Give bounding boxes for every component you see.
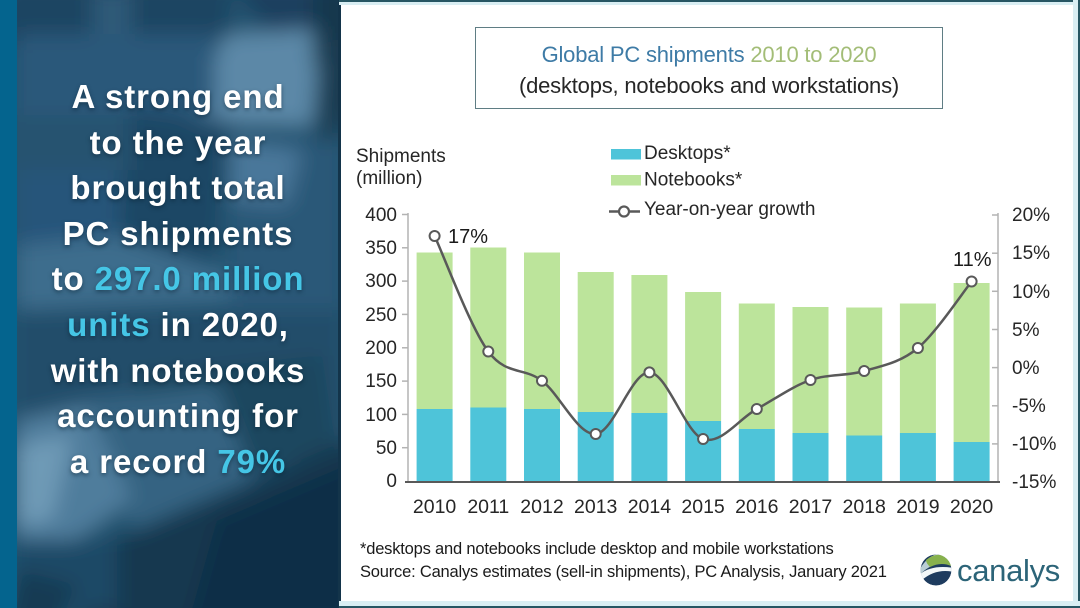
svg-text:2011: 2011 — [467, 496, 509, 518]
svg-text:2016: 2016 — [735, 496, 778, 518]
svg-text:2010: 2010 — [413, 496, 457, 518]
svg-text:-10%: -10% — [1012, 434, 1056, 455]
svg-text:200: 200 — [365, 338, 397, 359]
svg-text:Year-on-year growth: Year-on-year growth — [644, 199, 815, 220]
svg-text:11%: 11% — [953, 249, 992, 271]
svg-text:Notebooks*: Notebooks* — [644, 170, 743, 191]
svg-text:-15%: -15% — [1012, 472, 1056, 493]
svg-text:0: 0 — [386, 471, 397, 492]
svg-text:(million): (million) — [356, 168, 423, 189]
svg-text:2020: 2020 — [950, 496, 994, 518]
svg-text:10%: 10% — [1012, 282, 1050, 303]
svg-text:2017: 2017 — [789, 496, 832, 518]
svg-text:0%: 0% — [1012, 358, 1040, 379]
svg-text:17%: 17% — [448, 226, 488, 248]
svg-text:2015: 2015 — [681, 496, 725, 518]
svg-text:15%: 15% — [1012, 243, 1050, 264]
svg-text:50: 50 — [376, 438, 397, 459]
svg-text:2014: 2014 — [628, 496, 672, 518]
svg-text:canalys: canalys — [957, 553, 1060, 588]
svg-text:2019: 2019 — [896, 496, 939, 518]
svg-text:Shipments: Shipments — [356, 146, 446, 167]
svg-text:20%: 20% — [1012, 205, 1050, 226]
svg-text:Desktops*: Desktops* — [644, 143, 731, 164]
svg-text:150: 150 — [365, 371, 397, 392]
svg-text:2013: 2013 — [574, 496, 617, 518]
svg-text:250: 250 — [365, 305, 397, 326]
svg-text:5%: 5% — [1012, 320, 1040, 341]
svg-text:300: 300 — [365, 271, 397, 292]
svg-text:100: 100 — [365, 405, 397, 426]
svg-text:400: 400 — [365, 205, 397, 226]
svg-text:350: 350 — [365, 238, 397, 259]
svg-text:-5%: -5% — [1012, 396, 1046, 417]
svg-text:2018: 2018 — [843, 496, 886, 518]
svg-text:2012: 2012 — [520, 496, 563, 518]
